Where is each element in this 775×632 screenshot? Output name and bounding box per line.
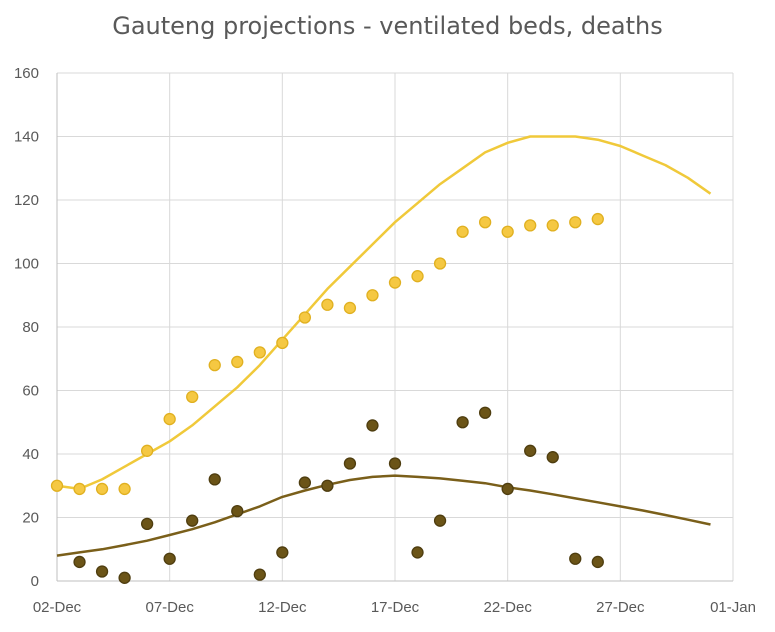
series-point-1 <box>231 504 244 518</box>
y-tick-label: 140 <box>14 129 39 146</box>
series-point-0 <box>569 216 582 229</box>
series-point-1 <box>253 568 266 581</box>
x-tick-label: 02-Dec <box>33 599 82 616</box>
series-point-1 <box>140 517 154 530</box>
gridlines <box>57 72 734 581</box>
y-tick-label: 100 <box>14 256 39 273</box>
series-point-0 <box>208 358 221 372</box>
tick-labels: 0 20 40 60 80 100 120 140 160 02-Dec 07-Dec 12-Dec 1… <box>14 65 756 616</box>
y-tick-label: 20 <box>22 510 39 527</box>
series-point-1 <box>456 416 469 429</box>
series-point-0 <box>524 219 537 232</box>
x-tick-label: 01-Jan <box>710 599 756 616</box>
series-point-1 <box>366 419 379 432</box>
series-point-0 <box>546 219 559 232</box>
y-tick-label: 80 <box>22 319 39 336</box>
series-point-1 <box>546 451 559 464</box>
series-point-1 <box>118 571 131 584</box>
x-tick-label: 17-Dec <box>371 599 420 616</box>
y-tick-label: 60 <box>22 383 39 400</box>
series-point-0 <box>118 482 131 496</box>
series-point-0 <box>140 444 154 457</box>
x-tick-label: 12-Dec <box>258 599 307 616</box>
series-point-0 <box>231 355 244 369</box>
series-point-1 <box>95 565 109 578</box>
y-tick-label: 160 <box>14 65 39 82</box>
series-point-0 <box>73 482 86 496</box>
series-point-0 <box>253 346 266 359</box>
series-point-1 <box>73 555 86 569</box>
series-point-1 <box>343 457 357 470</box>
series-point-0 <box>591 212 604 226</box>
x-tick-label: 27-Dec <box>596 599 645 616</box>
series-point-1 <box>501 482 514 496</box>
series-point-1 <box>186 514 199 527</box>
axes <box>56 73 733 582</box>
series-point-0 <box>50 479 64 492</box>
series-marks <box>50 135 712 584</box>
x-tick-label: 22-Dec <box>483 599 532 616</box>
series-point-1 <box>478 406 492 419</box>
series-point-1 <box>321 479 334 492</box>
series-point-0 <box>478 216 492 229</box>
series-point-0 <box>298 311 312 324</box>
series-point-1 <box>569 552 582 565</box>
series-point-0 <box>321 298 334 311</box>
series-line-1 <box>56 474 711 557</box>
series-point-1 <box>433 514 447 527</box>
y-tick-label: 40 <box>22 446 39 463</box>
series-point-1 <box>276 546 289 559</box>
series-point-0 <box>186 390 199 404</box>
series-point-0 <box>501 225 514 238</box>
series-point-1 <box>388 457 402 470</box>
series-point-0 <box>411 270 424 283</box>
series-point-0 <box>163 412 176 426</box>
series-line-0 <box>56 135 712 491</box>
chart-title: Gauteng projections - ventilated beds, d… <box>112 12 663 40</box>
series-point-1 <box>411 546 424 559</box>
series-point-1 <box>591 555 604 569</box>
series-point-1 <box>208 473 221 486</box>
series-point-1 <box>298 476 312 489</box>
series-point-0 <box>456 225 469 238</box>
y-tick-label: 120 <box>14 192 39 209</box>
series-point-0 <box>433 257 447 270</box>
x-tick-label: 07-Dec <box>145 599 194 616</box>
series-point-0 <box>95 482 109 496</box>
series-point-1 <box>163 552 176 565</box>
series-point-0 <box>276 336 289 350</box>
series-point-0 <box>343 301 357 315</box>
series-point-0 <box>366 289 379 302</box>
y-tick-label: 0 <box>31 573 39 590</box>
series-point-1 <box>524 444 537 457</box>
series-point-0 <box>388 276 402 289</box>
